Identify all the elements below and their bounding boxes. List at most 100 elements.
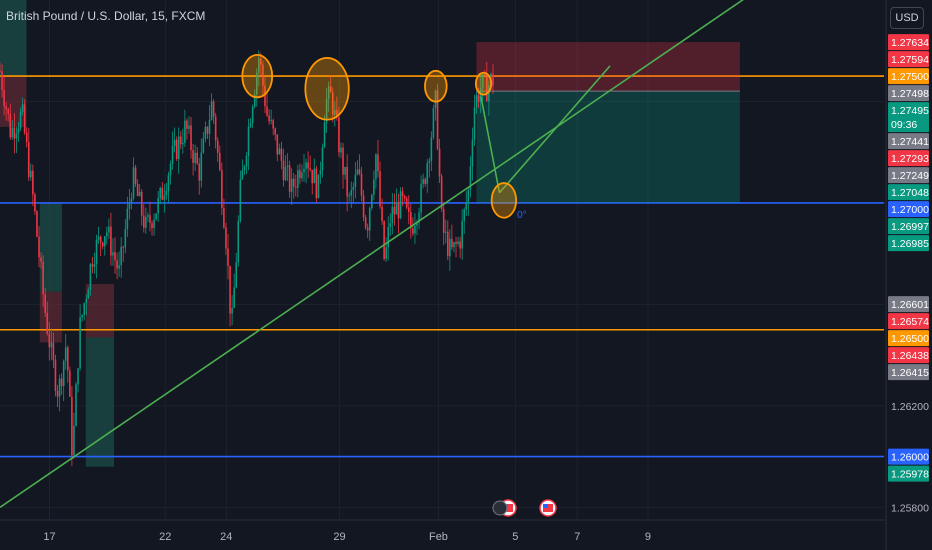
candle-body <box>99 236 102 243</box>
price-label[interactable]: 1.26500 <box>891 333 929 345</box>
candle-body <box>434 90 437 109</box>
price-label[interactable]: 1.26601 <box>891 299 929 311</box>
price-label-bg <box>888 85 929 102</box>
candle-body <box>426 163 429 184</box>
horizontal-levels[interactable] <box>0 75 884 458</box>
candle-body <box>32 170 34 195</box>
candle-body <box>218 152 221 170</box>
time-tick-label[interactable]: 7 <box>574 531 580 543</box>
candle-body <box>134 167 137 184</box>
circle-marker-2[interactable] <box>424 69 448 103</box>
candle-body <box>274 128 277 135</box>
take-profit-zone[interactable] <box>476 91 740 203</box>
candle-body <box>303 168 305 173</box>
circle-marker-0[interactable] <box>241 53 274 99</box>
currency-button[interactable]: USD <box>890 7 924 29</box>
time-tick-label[interactable]: 24 <box>220 531 232 543</box>
price-label[interactable]: 1.27634 <box>891 37 929 49</box>
candle-body <box>101 242 104 247</box>
candle-body <box>15 133 18 139</box>
candle-body <box>69 370 71 397</box>
price-label[interactable]: 1.26438 <box>891 350 929 362</box>
time-tick-label[interactable]: 5 <box>512 531 518 543</box>
candle-body <box>360 173 363 196</box>
candle-body <box>206 126 209 134</box>
candle-body <box>403 196 406 199</box>
candle-body <box>266 106 268 116</box>
candle-body <box>375 154 377 180</box>
price-axis[interactable]: 1.27634 1.27594 1.27500 1.27498 1.27495 09:36… <box>885 0 932 550</box>
candle-body <box>235 262 238 288</box>
price-label[interactable]: 1.25800 <box>891 502 929 514</box>
price-label[interactable]: 1.27500 <box>891 71 929 83</box>
candle-body <box>83 303 86 315</box>
candle-body <box>11 127 14 138</box>
time-tick-label[interactable]: 17 <box>43 531 55 543</box>
candle-body <box>354 174 357 188</box>
candle-body <box>399 191 402 219</box>
candle-body <box>110 226 112 256</box>
price-label[interactable]: 1.26415 <box>891 367 929 379</box>
candle-body <box>38 236 40 258</box>
price-label-bg <box>888 235 929 252</box>
candle-body <box>286 165 289 167</box>
price-label[interactable]: 1.26200 <box>891 401 929 413</box>
price-label-bg <box>888 465 929 482</box>
candle-body <box>116 260 118 269</box>
candle-body <box>157 198 159 214</box>
price-label[interactable]: 1.26997 <box>891 221 929 233</box>
candle-body <box>383 221 385 259</box>
circle-markers[interactable] <box>241 53 518 219</box>
price-label[interactable]: 1.27498 <box>891 88 929 100</box>
candle-body <box>192 149 194 163</box>
time-tick-label[interactable]: 9 <box>645 531 651 543</box>
price-label[interactable]: 1.27495 <box>891 105 929 117</box>
circle-marker-4[interactable] <box>490 182 518 219</box>
price-label[interactable]: 1.26000 <box>891 452 929 464</box>
price-label-bg <box>888 448 929 465</box>
candle-body <box>188 125 190 129</box>
trendline-0[interactable] <box>0 0 798 508</box>
stop-loss-zone[interactable] <box>476 42 740 92</box>
price-label[interactable]: 1.27594 <box>891 54 929 66</box>
candle-body <box>294 186 297 188</box>
economic-events[interactable] <box>492 499 557 517</box>
circle-marker-3[interactable] <box>474 71 493 96</box>
candle-body <box>0 71 1 72</box>
candle-body <box>488 85 490 102</box>
price-label[interactable]: 1.27249 <box>891 170 929 182</box>
candle-body <box>175 139 178 160</box>
trendline-2[interactable] <box>498 65 611 194</box>
candle-body <box>198 163 201 181</box>
price-label[interactable]: 1.27293 <box>891 153 929 165</box>
trendline-1[interactable] <box>480 96 501 193</box>
price-label[interactable]: 1.27000 <box>891 204 929 216</box>
candle-body <box>305 162 307 169</box>
candle-body <box>459 241 461 249</box>
candle-body <box>364 217 367 228</box>
price-label[interactable]: 1.27441 <box>891 136 929 148</box>
time-axis[interactable]: 17 22 24 29 Feb 5 7 9 <box>0 519 886 543</box>
price-label-bg <box>888 133 929 150</box>
price-label[interactable]: 1.25978 <box>891 469 929 481</box>
candle-body <box>352 187 355 191</box>
price-label[interactable]: 1.27048 <box>891 187 929 199</box>
candle-body <box>327 86 330 99</box>
time-tick-label[interactable]: 29 <box>333 531 345 543</box>
candle-body <box>477 95 480 102</box>
price-label[interactable]: 1.26985 <box>891 238 929 250</box>
candle-body <box>272 120 274 129</box>
lightning-event-icon[interactable] <box>492 500 508 516</box>
candle-body <box>179 136 182 145</box>
candle-body <box>268 115 270 122</box>
time-tick-label[interactable]: 22 <box>159 531 171 543</box>
us-event-flag-icon[interactable] <box>539 499 557 517</box>
position-tool[interactable] <box>476 42 740 203</box>
circle-marker-1[interactable] <box>304 57 350 121</box>
candle-body <box>342 147 344 175</box>
time-tick-label[interactable]: Feb <box>429 531 448 543</box>
trendlines[interactable] <box>0 0 798 508</box>
price-label[interactable]: 1.26574 <box>891 316 929 328</box>
price-label-bg <box>888 167 929 184</box>
